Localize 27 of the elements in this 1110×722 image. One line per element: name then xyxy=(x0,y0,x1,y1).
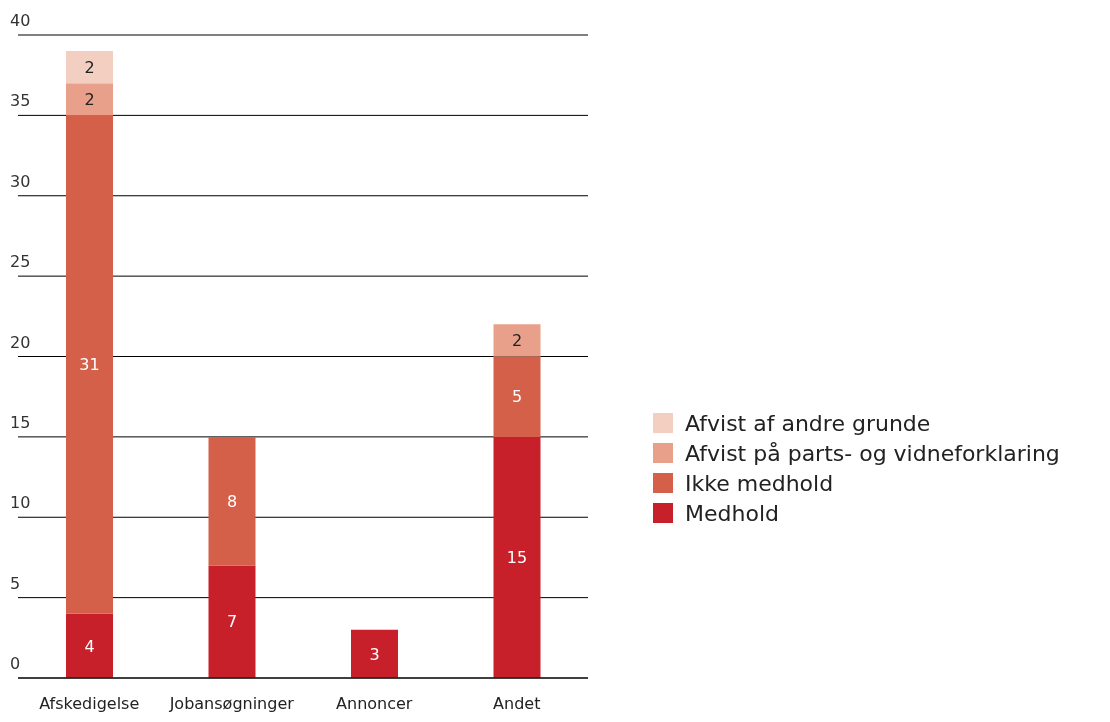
x-tick-label: Andet xyxy=(493,694,541,714)
data-label: 3 xyxy=(369,644,380,664)
x-tick-label: Annoncer xyxy=(336,694,413,714)
data-label: 2 xyxy=(84,57,95,77)
data-label: 15 xyxy=(506,548,528,568)
data-label: 7 xyxy=(226,612,238,632)
data-label: 4 xyxy=(84,636,95,656)
legend-label: Medhold xyxy=(685,500,779,526)
y-tick-label: 25 xyxy=(10,252,31,272)
x-tick-label: Afskedigelse xyxy=(39,694,140,714)
y-tick-label: 40 xyxy=(10,11,31,30)
y-tick-label: 30 xyxy=(10,171,31,191)
y-tick-label: 15 xyxy=(10,412,31,432)
x-tick-label: Jobansøgninger xyxy=(168,694,295,714)
data-label: 5 xyxy=(511,387,523,407)
data-label: 8 xyxy=(226,491,238,511)
y-tick-label: 0 xyxy=(10,654,21,673)
y-tick-label: 5 xyxy=(10,573,21,593)
legend-label: Ikke medhold xyxy=(685,470,834,496)
y-tick-label: 20 xyxy=(10,332,31,352)
y-tick-label: 10 xyxy=(10,493,31,513)
data-label: 2 xyxy=(84,89,95,109)
legend-label: Afvist på parts- og vidneforklaring xyxy=(685,440,1060,466)
legend-label: Afvist af andre grunde xyxy=(685,410,931,436)
y-tick-label: 35 xyxy=(10,91,31,111)
data-label: 2 xyxy=(511,331,523,351)
data-label: 31 xyxy=(79,355,100,375)
